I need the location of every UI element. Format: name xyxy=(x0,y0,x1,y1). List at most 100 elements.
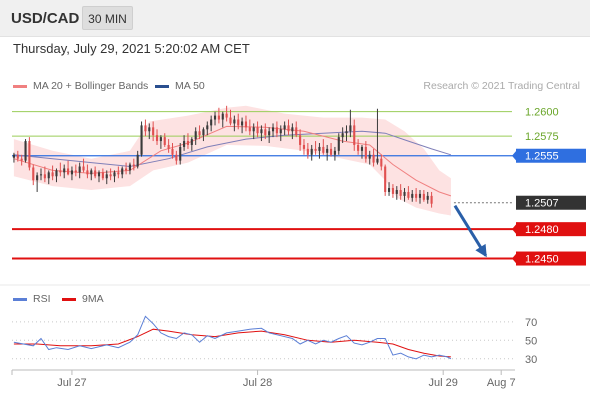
timeframe-button[interactable]: 30 MIN xyxy=(82,6,133,30)
candle-body xyxy=(233,119,236,124)
rsi-ma-swatch xyxy=(62,297,76,301)
candle-body xyxy=(426,195,429,200)
x-tick-label: Jul 27 xyxy=(57,377,86,389)
candle-body xyxy=(132,164,135,167)
candle-body xyxy=(163,137,166,145)
candle-body xyxy=(210,119,213,126)
candle-body xyxy=(306,148,309,155)
candle-body xyxy=(391,188,394,194)
symbol-label: USD/CAD xyxy=(11,10,80,27)
candle-body xyxy=(186,141,190,145)
candle-body xyxy=(221,113,224,120)
candle-body xyxy=(318,146,321,151)
level-tag-box xyxy=(516,148,586,163)
ma50-legend: MA 50 xyxy=(155,80,205,92)
candle-body xyxy=(113,172,116,177)
candle-body xyxy=(380,158,383,167)
header-bar: USD/CAD 30 MIN xyxy=(0,0,590,37)
level-label-pivot: 1.2555 xyxy=(525,151,559,163)
candle-body xyxy=(128,164,132,171)
candle-body xyxy=(167,144,170,149)
rsi-swatch xyxy=(13,297,27,301)
candle-body xyxy=(198,131,201,136)
candle-body xyxy=(353,125,356,145)
candle-body xyxy=(82,166,85,171)
candle-body xyxy=(329,148,333,155)
candle-body xyxy=(225,113,228,118)
candle-body xyxy=(283,125,286,130)
candle-body xyxy=(43,174,46,179)
candle-body xyxy=(279,129,282,134)
candle-body xyxy=(364,146,367,159)
candle-body xyxy=(24,141,27,161)
candle-body xyxy=(78,166,81,173)
candle-body xyxy=(415,193,418,198)
candle-body xyxy=(140,125,143,155)
candle-body xyxy=(125,168,128,171)
x-tick-label: Aug 7 xyxy=(487,377,516,389)
candle-body xyxy=(63,168,66,173)
rsi-legend: RSI xyxy=(13,293,51,305)
ma50-legend-label: MA 50 xyxy=(175,80,205,92)
level-tag-box xyxy=(516,251,586,266)
candle-body xyxy=(202,129,205,136)
timestamp: Thursday, July 29, 2021 5:20:02 AM CET xyxy=(13,41,250,56)
ma20-swatch xyxy=(13,84,27,88)
candle-body xyxy=(136,154,139,167)
ma20-legend-label: MA 20 + Bollinger Bands xyxy=(33,80,149,92)
candle-body xyxy=(90,170,93,175)
candle-body xyxy=(268,131,271,136)
candle-body xyxy=(341,133,344,138)
candle-body xyxy=(241,121,244,126)
candle-body xyxy=(206,125,209,130)
candle-body xyxy=(59,170,62,173)
candle-body xyxy=(299,135,302,145)
level-tag-support-2: 1.2450 xyxy=(512,251,586,266)
candle-body xyxy=(171,148,174,155)
bollinger-band xyxy=(13,105,451,216)
candle-body xyxy=(430,195,433,204)
rsi-tick-label: 30 xyxy=(525,354,537,366)
candle-body xyxy=(411,193,414,198)
candle-body xyxy=(333,150,336,155)
level-label-resistance-2: 1.2600 xyxy=(525,107,559,119)
rsi-ma-legend: 9MA xyxy=(62,293,104,305)
candle-body xyxy=(244,121,248,128)
candle-body xyxy=(314,148,317,151)
candle-body xyxy=(260,129,263,134)
candle-body xyxy=(36,175,39,181)
candle-body xyxy=(155,135,159,142)
candle-body xyxy=(105,174,108,179)
candle-body xyxy=(407,191,410,198)
candle-body xyxy=(349,125,352,132)
candle-body xyxy=(47,172,50,179)
credit-text: Research © 2021 Trading Central xyxy=(423,80,580,92)
candle-body xyxy=(326,148,329,153)
candle-body xyxy=(376,158,379,163)
candle-body xyxy=(302,144,306,149)
candle-body xyxy=(387,188,391,192)
candle-body xyxy=(252,127,255,132)
level-tag-current: 1.2507 xyxy=(516,195,586,210)
candle-body xyxy=(55,170,58,177)
candle-body xyxy=(144,125,147,132)
level-tag-support-1: 1.2480 xyxy=(512,222,586,237)
candle-body xyxy=(403,191,406,196)
candle-body xyxy=(159,137,162,142)
candle-body xyxy=(70,170,74,175)
level-label-current: 1.2507 xyxy=(525,198,559,210)
candle-body xyxy=(213,115,217,120)
x-tick-label: Jul 28 xyxy=(243,377,272,389)
ma50-swatch xyxy=(155,84,169,88)
candle-body xyxy=(148,127,151,132)
candle-body xyxy=(179,146,182,161)
candle-body xyxy=(86,170,89,175)
candle-body xyxy=(175,154,178,161)
candle-body xyxy=(287,125,290,132)
candle-body xyxy=(399,190,402,196)
candle-body xyxy=(237,119,240,126)
candle-body xyxy=(32,167,35,181)
candle-body xyxy=(271,127,275,132)
candle-body xyxy=(275,127,278,134)
candle-body xyxy=(345,131,348,134)
